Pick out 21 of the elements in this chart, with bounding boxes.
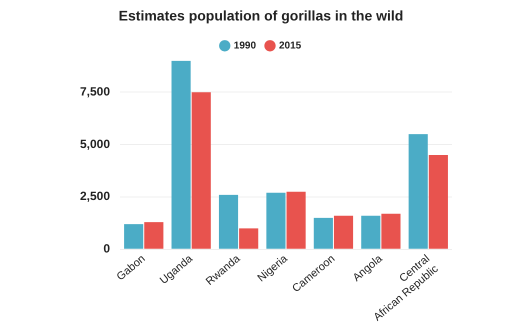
bar bbox=[172, 60, 191, 249]
bar bbox=[408, 134, 428, 249]
bar bbox=[334, 216, 354, 249]
bar bbox=[381, 214, 401, 249]
legend-label: 1990 bbox=[234, 40, 256, 52]
bar bbox=[428, 155, 448, 249]
y-tick-label: 2,500 bbox=[80, 189, 110, 204]
bar bbox=[192, 92, 211, 249]
y-tick-label: 0 bbox=[103, 242, 110, 256]
bar bbox=[266, 192, 286, 249]
legend-label: 2015 bbox=[279, 40, 302, 52]
bar bbox=[239, 228, 258, 249]
bar bbox=[218, 194, 238, 249]
bar bbox=[286, 192, 306, 249]
y-tick-label: 5,000 bbox=[80, 136, 110, 151]
bar bbox=[124, 224, 144, 249]
bar bbox=[314, 218, 333, 249]
bar bbox=[144, 222, 164, 249]
bar bbox=[361, 216, 380, 249]
y-tick-label: 7,500 bbox=[80, 84, 110, 99]
chart-title: Estimates population of gorillas in the wild bbox=[118, 7, 404, 24]
